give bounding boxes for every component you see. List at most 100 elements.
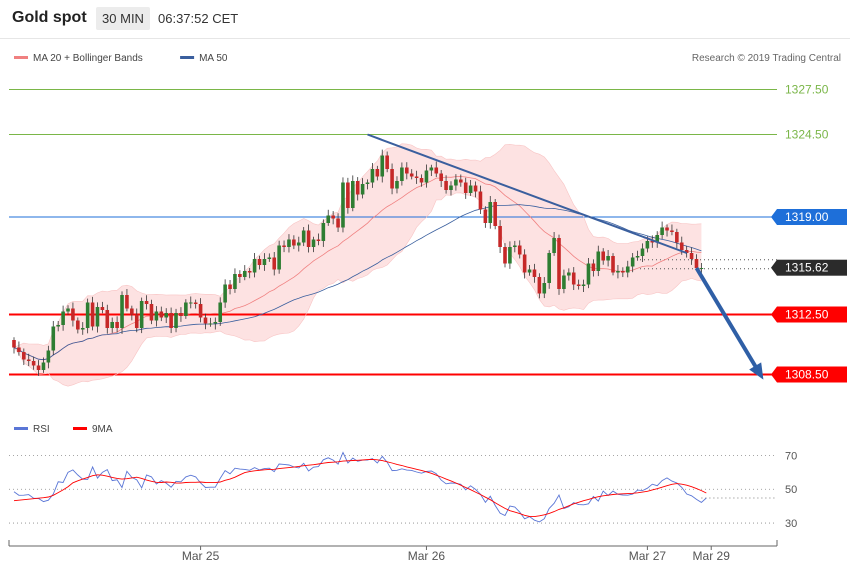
candle-body [478,191,483,210]
candle-body [95,307,100,327]
candle-body [390,169,394,189]
last-price-label-box [777,259,847,276]
candle-body [341,182,345,228]
legend-swatch [14,56,28,59]
candle-body [208,323,213,325]
candle-body [36,365,41,370]
rsi-legend-label: 9MA [92,424,113,435]
candle-body [120,295,124,328]
level-label-arrow [771,209,777,225]
header-bar: Gold spot 30 MIN 06:37:52 CET [0,0,850,39]
candle-body [606,256,610,261]
candle-body [223,284,227,303]
candle-body [468,185,473,193]
resistance-trendline [367,133,688,254]
candle-body [218,302,223,322]
candle-body [184,302,188,316]
candle-body [316,239,321,241]
candle-body [90,302,95,327]
candle-body [17,347,21,352]
timeframe-button[interactable]: 30 MIN [96,7,150,30]
level-label-arrow [771,366,777,383]
candle-body [179,313,183,316]
candle-body [375,169,380,177]
level-label: 1312.50 [785,308,829,322]
candle-body [385,155,389,169]
candle-body [557,238,561,289]
candle-body [665,227,669,231]
candle-body [581,284,586,286]
candle-body [567,272,571,276]
candle-body [326,215,331,223]
candle-body [522,254,527,273]
level-label-arrow [771,306,777,323]
candle-body [46,350,51,363]
candle-body [562,275,566,289]
candle-body [513,245,517,247]
candle-body [405,167,409,174]
trendline-layer [367,133,764,380]
last-price-label-arrow [771,259,777,276]
x-axis-layer: Mar 25 Mar 26 Mar 27 Mar 29 [8,540,778,563]
bollinger-lower-line [13,192,702,387]
symbol-title: Gold spot [12,9,87,26]
candle-body [625,266,630,273]
candle-body [80,328,85,330]
candle-body [473,185,478,192]
candle-body [547,253,551,283]
candle-body [552,238,556,253]
candle-body [105,310,110,328]
candle-body [100,307,105,310]
candle-body [262,259,267,265]
candle-body [287,239,291,247]
rsi-legend-label: RSI [33,424,50,435]
candle-body [213,322,218,324]
level-label: 1308.50 [785,368,829,382]
projection-arrow-line [694,266,763,376]
candle-body [66,308,70,312]
candle-body [488,202,493,223]
candle-body [670,230,674,232]
candle-body [272,257,277,270]
candle-body [311,239,316,247]
rsi-layer: 30 50 70 [9,450,797,530]
candle-body [228,284,232,289]
candle-body [684,250,689,253]
candle-body [424,170,429,183]
rsi-tick-label: 50 [785,484,797,496]
candle-body [115,322,119,328]
candle-body [51,326,56,351]
candle-body [277,245,281,270]
levels-layer: 1327.50 1324.50 1319.00 1312.50 1308.50 1315.… [9,83,847,383]
last-price-label: 1315.62 [785,261,829,275]
level-label-box [777,366,847,383]
candle-body [360,184,365,195]
candle-body [321,223,326,241]
candle-body [238,274,242,277]
candle-body [660,227,664,235]
candle-body [395,181,399,189]
candle-body [493,202,497,226]
candle-body [694,259,699,268]
candle-body [650,241,655,243]
level-label: 1319.00 [785,210,829,224]
candle-body [689,253,694,259]
candle-body [454,179,458,186]
candle-body [429,167,434,171]
candle-body [306,230,311,247]
candle-body [655,235,660,243]
chart-area[interactable]: 1327.50 1324.50 1319.00 1312.50 1308.50 1315.… [0,38,850,576]
candles-layer [12,149,704,376]
candle-body [596,251,601,271]
candle-body [459,179,463,183]
candle-body [527,269,532,273]
candle-body [645,241,650,249]
candle-body [169,313,173,328]
candle-body [616,271,620,273]
candle-body [675,232,679,243]
candle-body [301,230,306,243]
candle-body [292,239,296,246]
candle-body [139,301,144,328]
level-label-box [777,209,847,225]
candle-body [365,182,370,184]
